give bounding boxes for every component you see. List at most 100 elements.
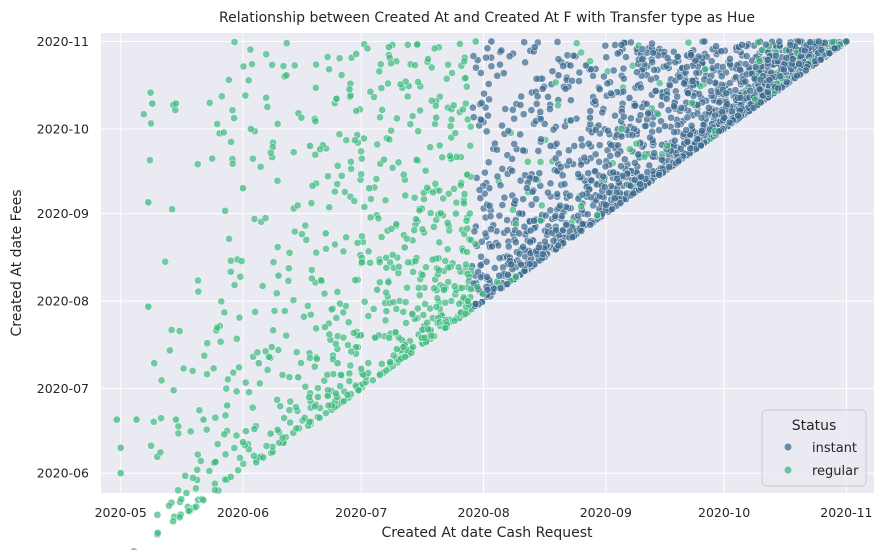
scatter-point [169,517,177,526]
scatter-point [406,120,415,129]
scatter-point [697,141,705,150]
scatter-point [441,298,450,307]
scatter-point-regular [172,415,180,424]
scatter-point [177,495,186,504]
legend-label-instant: instant [812,441,857,456]
scatter-point-regular [392,345,401,353]
scatter-point [516,130,525,139]
scatter-point [426,143,434,152]
scatter-point [280,414,288,422]
scatter-point [452,198,461,207]
scatter-point [262,442,271,450]
scatter-point [263,103,272,111]
legend-label-regular: regular [812,464,859,479]
scatter-point [742,52,751,60]
scatter-point [213,120,222,128]
scatter-point [665,163,674,171]
scatter-point [268,61,276,69]
scatter-point [337,71,346,79]
scatter-point [609,168,618,177]
scatter-point [536,108,545,116]
scatter-point [169,386,178,395]
scatter-point [568,233,577,242]
scatter-point-regular [132,415,141,424]
scatter-point [382,288,390,297]
scatter-point [157,376,166,385]
scatter-point [604,126,612,135]
scatter-point-regular [345,85,354,94]
scatter-point [657,101,666,110]
scatter-point [357,154,366,163]
scatter-point-regular [432,113,441,122]
scatter-point [495,254,504,262]
scatter-point [536,115,545,123]
scatter-point [171,106,180,114]
scatter-point [292,403,300,412]
scatter-point [493,172,502,181]
scatter-point [147,441,155,450]
scatter-point [273,395,281,404]
scatter-point [248,60,256,69]
x-tick-labels: 2020-05 2020-06 2020-07 2020-08 2020-09 2020-… [95,505,873,520]
scatter-point [487,62,496,71]
scatter-point [339,247,348,256]
scatter-point [595,158,603,166]
scatter-point [816,56,825,64]
scatter-point [352,107,361,115]
scatter-point [378,106,386,114]
scatter-point [263,366,272,374]
scatter-point [182,489,191,497]
scatter-point [772,51,780,60]
scatter-point [331,240,339,249]
scatter-point [192,484,200,493]
scatter-point [298,230,306,238]
scatter-point [584,139,593,148]
scatter-point [235,363,243,372]
scatter-point [193,160,202,169]
scatter-point [366,87,375,96]
scatter-point [272,289,281,298]
scatter-point [462,82,471,91]
scatter-point [301,382,310,391]
scatter-point [290,61,299,70]
scatter-point [728,107,736,116]
scatter-point [599,172,608,181]
scatter-point [311,150,320,159]
scatter-point [515,209,523,218]
scatter-point [196,457,205,465]
scatter-point [282,331,291,340]
scatter-point-regular [282,71,291,80]
scatter-point [583,210,592,219]
scatter-point [189,474,197,482]
x-tick-label: 2020-10 [698,505,750,520]
scatter-point [718,63,727,71]
scatter-point [725,118,734,127]
scatter-point [285,406,294,414]
scatter-point [360,203,369,211]
scatter-point [312,324,320,333]
scatter-point [580,153,589,162]
scatter-point-instant [554,71,563,80]
scatter-point [446,122,455,131]
scatter-point [229,368,238,377]
scatter-point [519,195,527,203]
scatter-point [496,181,505,190]
scatter-point [226,256,235,265]
scatter-point [375,258,384,267]
scatter-point [454,263,463,272]
scatter-point [444,278,453,286]
scatter-point [426,304,434,313]
scatter-point [476,261,485,270]
scatter-point [613,49,622,58]
scatter-point [793,71,801,80]
scatter-point [349,329,358,337]
scatter-point [688,98,697,107]
scatter-point [146,156,154,165]
scatter-point [456,40,464,48]
scatter-point [332,389,340,398]
scatter-point [498,121,506,130]
scatter-point-instant [795,60,803,68]
scatter-point [412,215,420,224]
scatter-point [523,157,532,166]
scatter-point [250,425,259,433]
